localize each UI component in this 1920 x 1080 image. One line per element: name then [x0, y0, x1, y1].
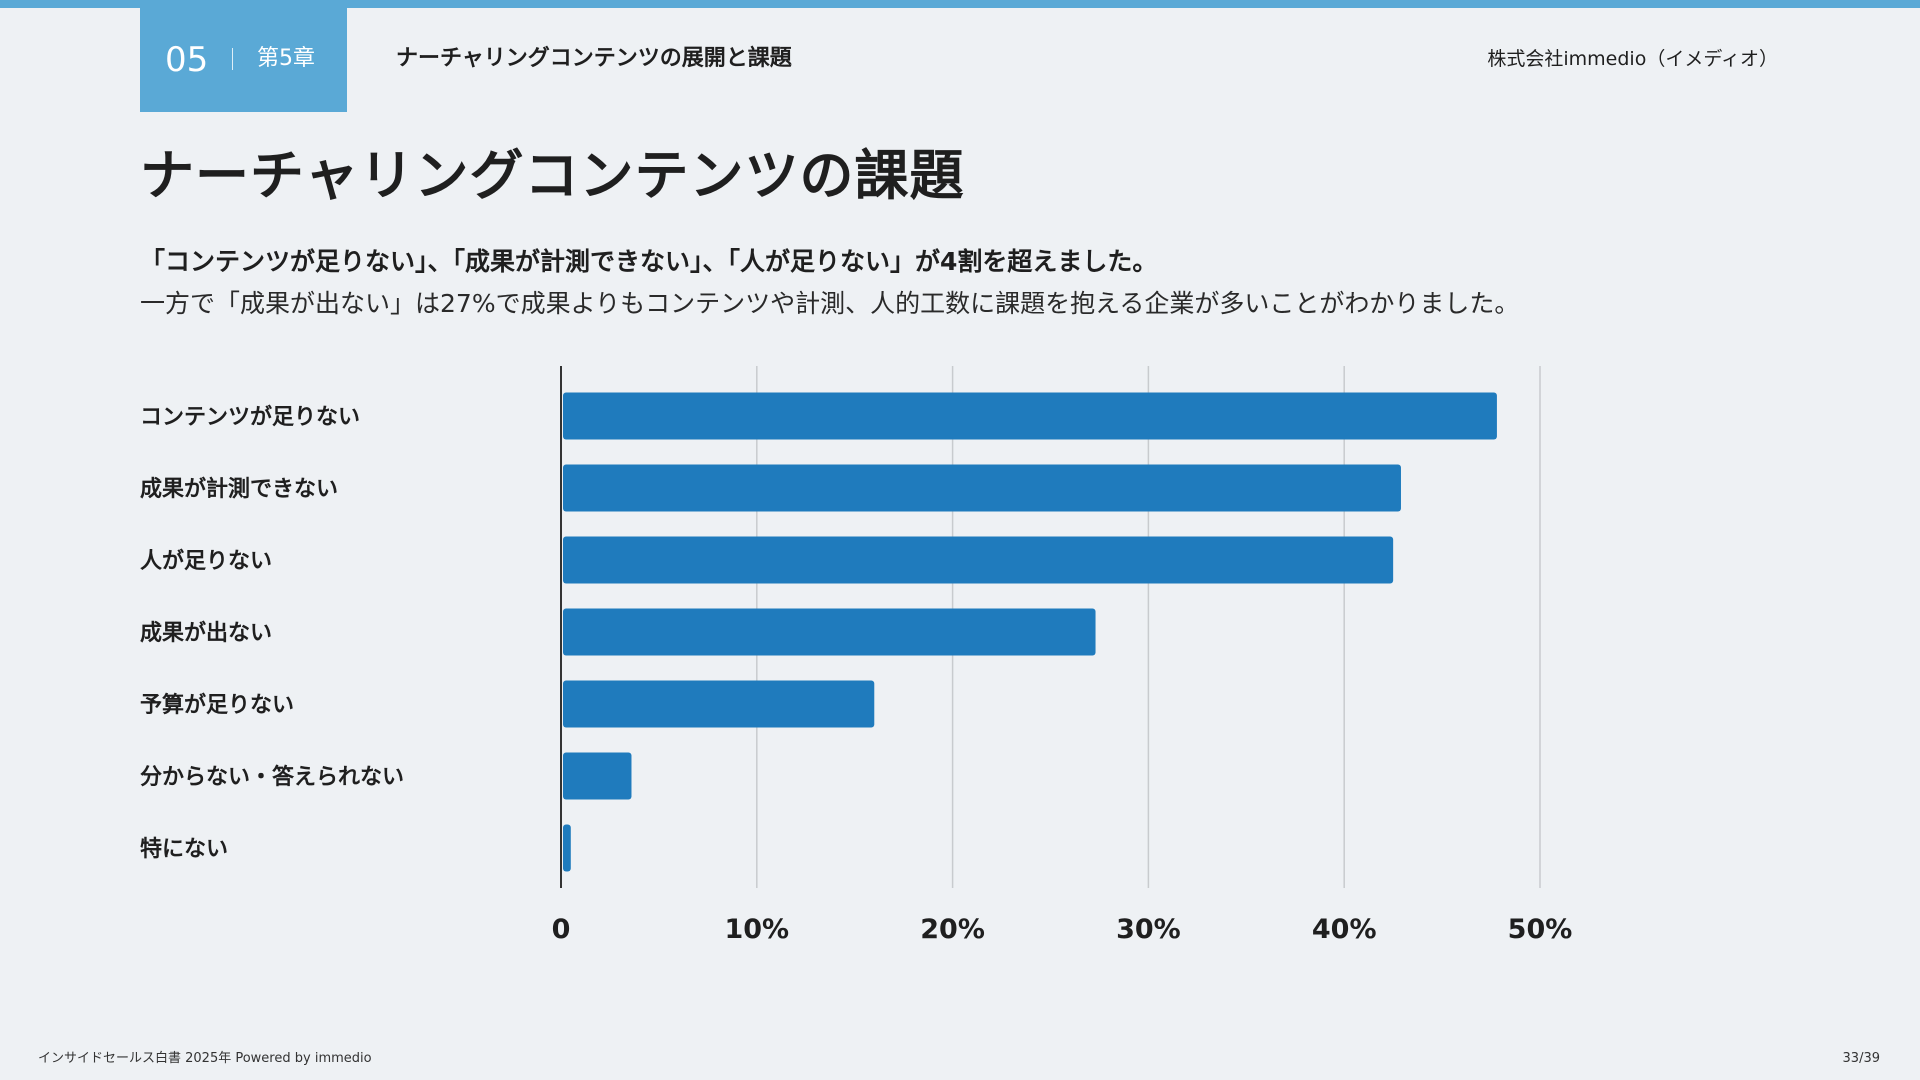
x-tick-label: 10%	[724, 914, 789, 945]
category-label: 分からない・答えられない	[140, 764, 404, 790]
page-number: 33/39	[1842, 1051, 1880, 1066]
category-label: コンテンツが足りない	[140, 404, 360, 430]
bar	[563, 752, 632, 800]
category-label: 特にない	[140, 836, 228, 862]
summary-headline: 「コンテンツが足りない」、「成果が計測できない」、「人が足りない」が4割を超えま…	[140, 247, 1158, 276]
x-tick-label: 20%	[920, 914, 985, 945]
bar	[563, 608, 1096, 656]
chapter-number: 05	[165, 40, 209, 80]
category-label: 成果が計測できない	[140, 476, 338, 502]
bar-chart: コンテンツが足りない成果が計測できない人が足りない成果が出ない予算が足りない分か…	[140, 366, 1573, 945]
x-tick-label: 50%	[1508, 914, 1573, 945]
category-label: 予算が足りない	[140, 692, 294, 718]
bar	[563, 392, 1497, 440]
top-accent-bar	[0, 0, 1920, 8]
bar	[563, 536, 1394, 584]
x-tick-label: 0	[552, 914, 571, 945]
category-label: 成果が出ない	[140, 620, 272, 646]
company-name: 株式会社immedio（イメディオ）	[1487, 48, 1778, 70]
x-tick-label: 30%	[1116, 914, 1181, 945]
footer-source: インサイドセールス白書 2025年 Powered by immedio	[38, 1051, 372, 1066]
page-title: ナーチャリングコンテンツの課題	[140, 144, 965, 207]
bar	[563, 680, 875, 728]
x-tick-label: 40%	[1312, 914, 1377, 945]
section-title: ナーチャリングコンテンツの展開と課題	[396, 46, 792, 71]
chapter-divider	[232, 48, 233, 70]
bar	[563, 824, 571, 872]
chapter-label: 第5章	[257, 46, 315, 71]
summary-description: 一方で「成果が出ない」は27%で成果よりもコンテンツや計測、人的工数に課題を抱え…	[140, 289, 1520, 318]
category-label: 人が足りない	[140, 548, 272, 574]
chapter-badge: 05 第5章	[140, 8, 347, 112]
bar	[563, 464, 1401, 512]
